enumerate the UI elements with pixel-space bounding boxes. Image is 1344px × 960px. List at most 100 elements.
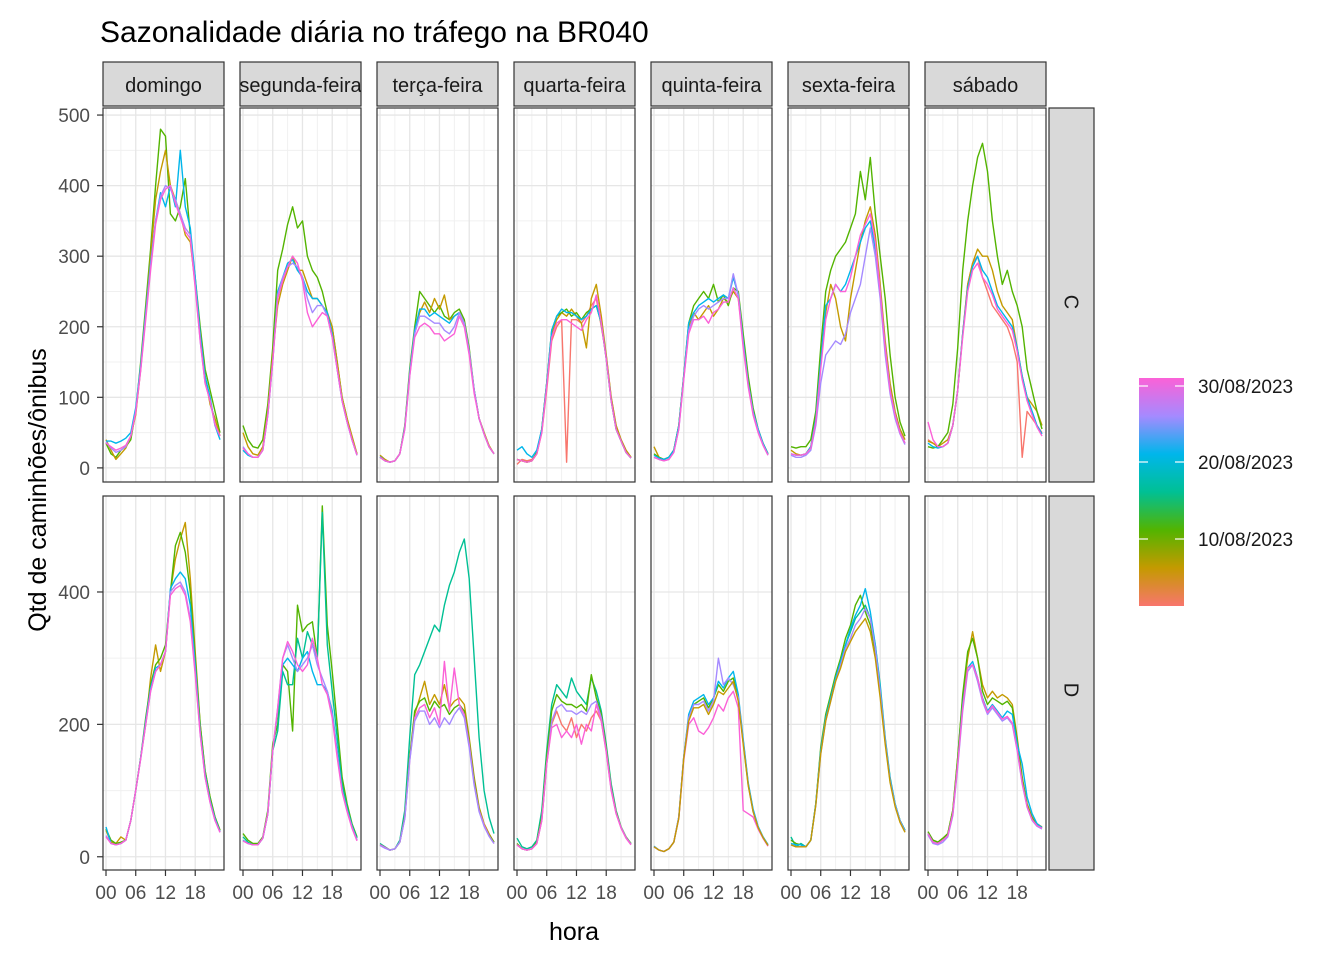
color-legend: 30/08/2023 20/08/2023 10/08/2023 (1139, 377, 1293, 606)
x-tick-label: 00 (95, 883, 116, 904)
panel-background (240, 108, 361, 482)
panel-D-4 (650, 495, 773, 871)
panel-border (924, 107, 1047, 483)
legend-label: 20/08/2023 (1198, 453, 1293, 474)
x-tick-label: 00 (506, 883, 527, 904)
panel-C-3 (513, 107, 636, 483)
chart-title: Sazonalidade diária no tráfego na BR040 (100, 16, 649, 49)
panel-border (239, 107, 362, 483)
panel-border (102, 495, 225, 871)
x-tick-label: 18 (733, 883, 754, 904)
x-tick-label: 06 (399, 883, 420, 904)
facet-strip-label: quinta-feira (661, 75, 762, 97)
series-line (790, 156, 906, 449)
panel-background (788, 108, 909, 482)
series-line (516, 294, 632, 463)
facet-strip-label: segunda-feira (239, 75, 362, 97)
series-line (653, 287, 769, 462)
series-line (927, 262, 1043, 448)
legend-label: 30/08/2023 (1198, 377, 1293, 398)
row-strip-D (1048, 495, 1095, 871)
x-tick-label: 00 (780, 883, 801, 904)
facet-strip-label: sexta-feira (802, 75, 896, 97)
facet-strip-3 (513, 61, 636, 107)
panel-background (103, 108, 224, 482)
panel-background (651, 108, 772, 482)
series-line (242, 255, 358, 458)
row-strip-C (1048, 107, 1095, 483)
y-tick-label: 300 (58, 247, 90, 268)
x-tick-label: 18 (322, 883, 343, 904)
panel-border (376, 495, 499, 871)
y-tick-label: 400 (58, 583, 90, 604)
x-tick-label: 06 (536, 883, 557, 904)
facet-panels: domingo segunda-feira terça-feira quarta-fe… (58, 61, 1095, 904)
panel-border (924, 495, 1047, 871)
panel-D-3 (513, 495, 636, 871)
x-tick-label: 18 (185, 883, 206, 904)
x-tick-label: 00 (643, 883, 664, 904)
panel-border (650, 495, 773, 871)
facet-strip-label: terça-feira (392, 75, 483, 97)
legend-label: 10/08/2023 (1198, 530, 1293, 551)
series-line (516, 703, 632, 851)
x-tick-label: 12 (840, 883, 861, 904)
panel-C-6 (924, 107, 1047, 483)
panel-C-5 (787, 107, 910, 483)
panel-C-2 (376, 107, 499, 483)
series-line (927, 664, 1043, 845)
y-tick-label: 500 (58, 106, 90, 127)
series-line (653, 680, 769, 853)
panel-D-0 (102, 495, 225, 871)
x-tick-label: 12 (155, 883, 176, 904)
panel-background (240, 496, 361, 870)
series-line (379, 315, 495, 463)
series-line (242, 637, 358, 846)
panel-border (787, 495, 910, 871)
panel-D-1 (239, 495, 362, 871)
x-tick-label: 12 (703, 883, 724, 904)
x-tick-label: 12 (566, 883, 587, 904)
x-tick-label: 06 (810, 883, 831, 904)
panel-background (788, 496, 909, 870)
y-tick-label: 0 (79, 848, 90, 869)
facet-strip-4 (650, 61, 773, 107)
panel-C-1 (239, 107, 362, 483)
row-strip-label: D (1060, 683, 1082, 697)
x-tick-label: 12 (977, 883, 998, 904)
panel-border (650, 107, 773, 483)
series-line (242, 505, 358, 845)
x-tick-label: 18 (459, 883, 480, 904)
panel-D-6 (924, 495, 1047, 871)
panel-D-5 (787, 495, 910, 871)
facet-strip-0 (102, 61, 225, 107)
facet-strip-label: sábado (953, 75, 1019, 97)
x-tick-label: 00 (917, 883, 938, 904)
facet-strip-5 (787, 61, 910, 107)
series-line (790, 227, 906, 458)
series-line (927, 142, 1043, 449)
x-tick-label: 06 (947, 883, 968, 904)
row-strip-label: C (1060, 295, 1082, 309)
x-tick-label: 06 (125, 883, 146, 904)
y-axis-title: Qtd de caminhões/ônibus (24, 348, 52, 632)
legend-colorbar (1139, 378, 1184, 606)
y-tick-label: 200 (58, 715, 90, 736)
x-tick-label: 18 (1007, 883, 1028, 904)
x-axis-title: hora (549, 918, 599, 946)
panel-background (103, 496, 224, 870)
series-line (106, 149, 221, 444)
panel-C-0 (102, 107, 225, 483)
facet-strip-6 (924, 61, 1047, 107)
x-tick-label: 00 (232, 883, 253, 904)
panel-background (377, 108, 498, 482)
panel-C-4 (650, 107, 773, 483)
panel-border (513, 495, 636, 871)
series-line (790, 617, 906, 848)
x-tick-label: 18 (596, 883, 617, 904)
panel-background (925, 496, 1046, 870)
x-tick-label: 12 (292, 883, 313, 904)
panel-border (513, 107, 636, 483)
x-tick-label: 12 (429, 883, 450, 904)
